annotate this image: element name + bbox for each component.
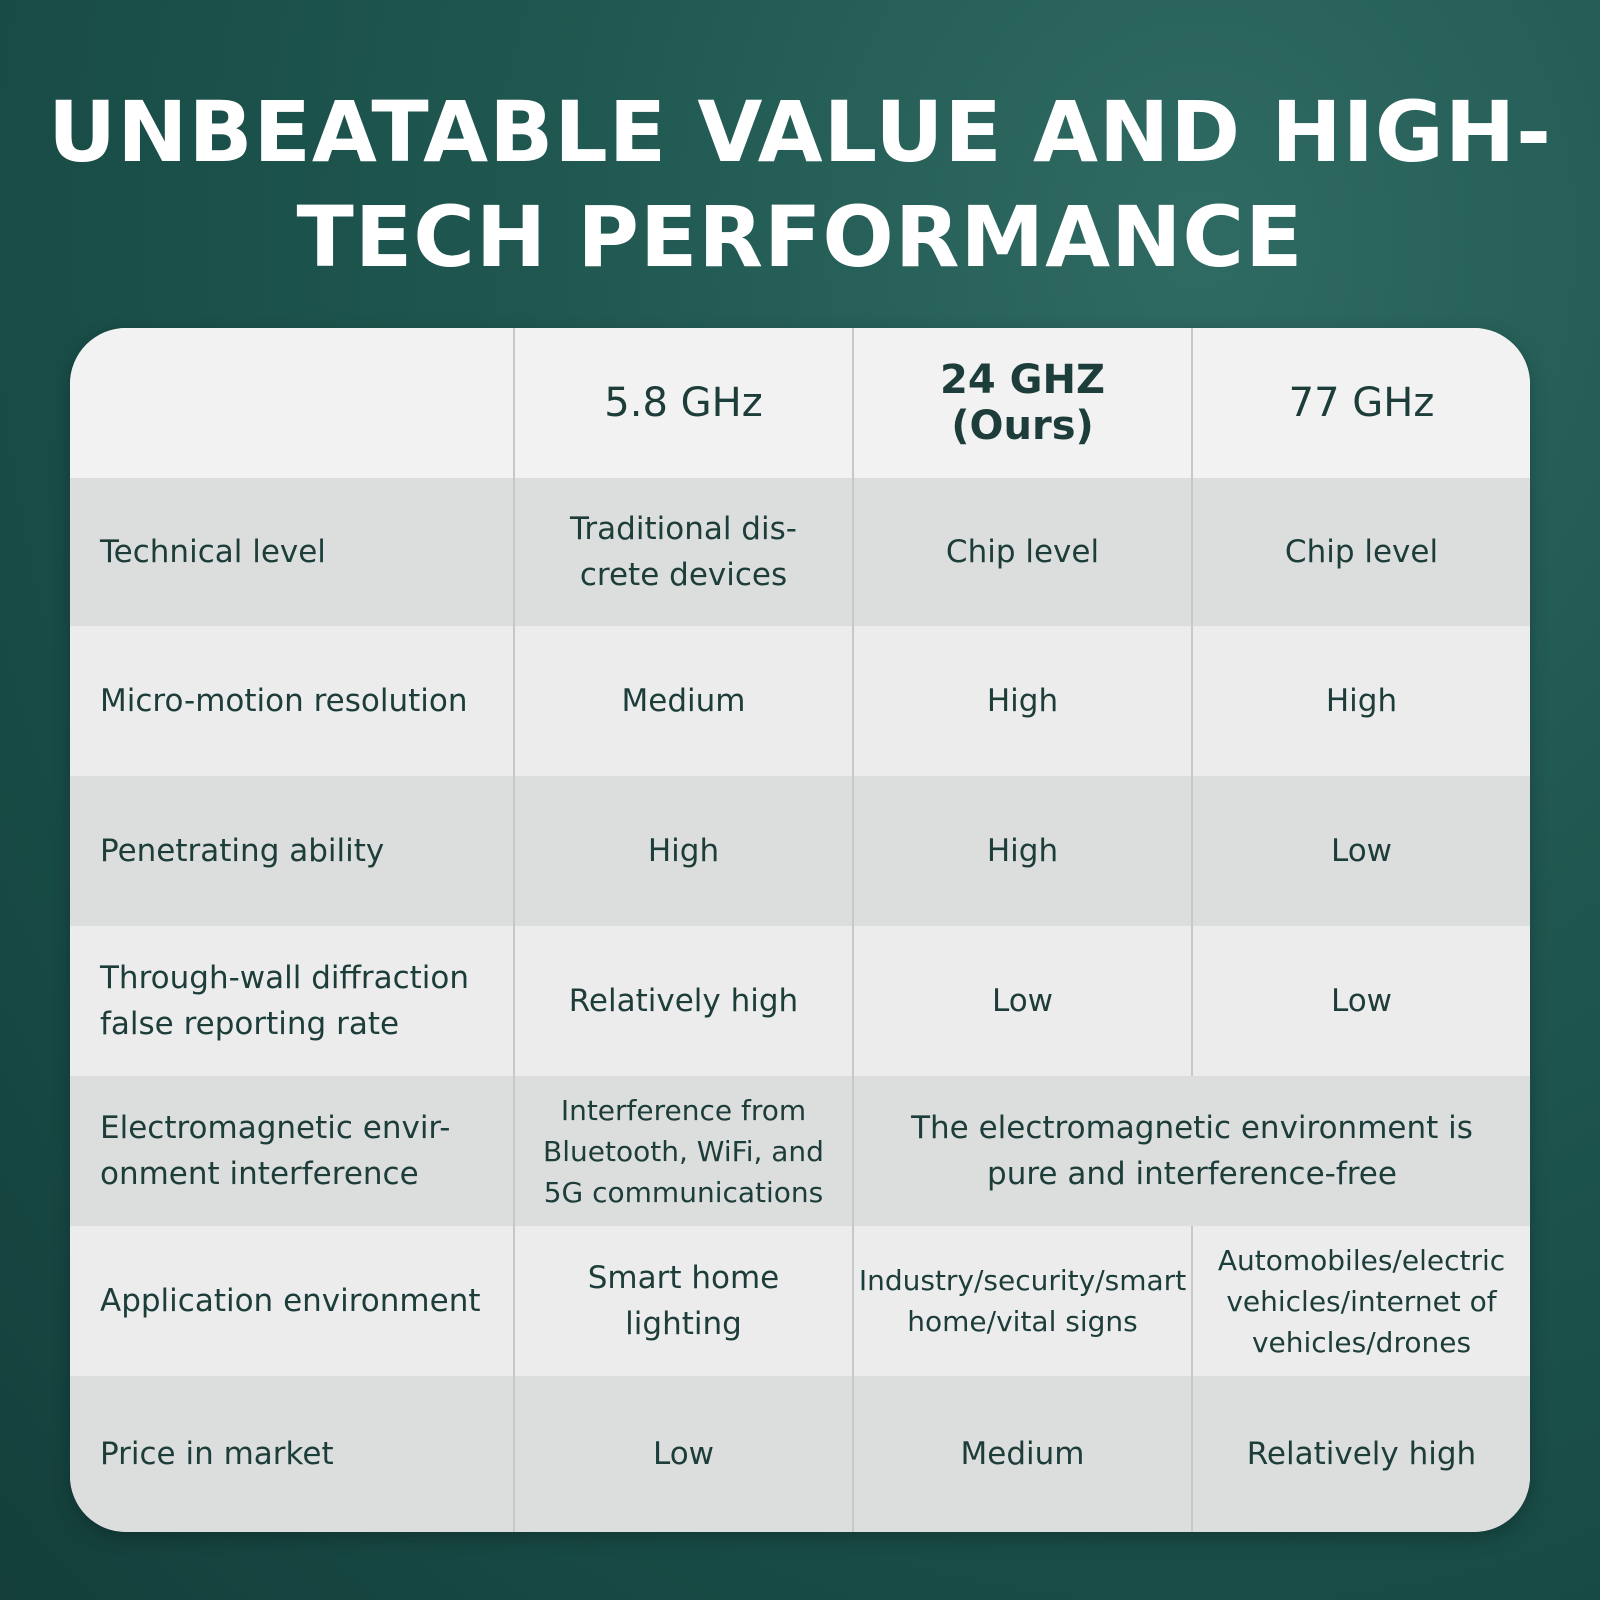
cell-24ghz: High (854, 626, 1193, 776)
table-header-row: 5.8 GHz 24 GHZ (Ours) 77 GHz (70, 328, 1530, 478)
cell-24ghz-77ghz-merged: The electromagnetic environment is pure … (911, 1110, 1473, 1192)
table-row-electromagnetic-interference: Electromagnetic envir-onment interferenc… (70, 1076, 1530, 1226)
cell-24ghz: High (854, 776, 1193, 926)
cell-77ghz: Low (1330, 833, 1393, 869)
cell-77ghz: High (1325, 683, 1398, 719)
row-label: Technical level (70, 478, 515, 626)
column-header-5-8ghz: 5.8 GHz (515, 328, 854, 478)
cell-5-8ghz: Traditional dis-crete devices (515, 478, 854, 626)
table-row-micro-motion-resolution: Micro-motion resolution Medium High High (70, 626, 1530, 776)
cell-5-8ghz: High (515, 776, 854, 926)
cell-77ghz: Relatively high (1246, 1436, 1477, 1472)
row-label: Electromagnetic envir-onment interferenc… (70, 1076, 515, 1226)
cell-77ghz: Automobiles/electric vehicles/internet o… (1217, 1243, 1506, 1359)
row-label: Penetrating ability (70, 776, 515, 926)
cell-5-8ghz: Low (515, 1376, 854, 1532)
comparison-table: 5.8 GHz 24 GHZ (Ours) 77 GHz Technical l… (70, 328, 1530, 1532)
cell-24ghz: Industry/security/smart home/vital signs (854, 1226, 1193, 1376)
cell-5-8ghz: Relatively high (515, 926, 854, 1076)
cell-24ghz: Low (854, 926, 1193, 1076)
table-row-penetrating-ability: Penetrating ability High High Low (70, 776, 1530, 926)
cell-5-8ghz: Interference from Bluetooth, WiFi, and 5… (515, 1076, 854, 1226)
row-label: Application environment (70, 1226, 515, 1376)
table-row-technical-level: Technical level Traditional dis-crete de… (70, 478, 1530, 626)
column-header-24ghz-ours: 24 GHZ (Ours) (854, 328, 1193, 478)
cell-5-8ghz: Smart home lighting (515, 1226, 854, 1376)
column-header-77ghz: 77 GHz (1288, 380, 1435, 426)
table-row-through-wall-diffraction: Through-wall diffraction false reporting… (70, 926, 1530, 1076)
table-row-application-environment: Application environment Smart home light… (70, 1226, 1530, 1376)
row-label: Price in market (70, 1376, 515, 1532)
table-row-price-in-market: Price in market Low Medium Relatively hi… (70, 1376, 1530, 1532)
cell-5-8ghz: Medium (515, 626, 854, 776)
cell-24ghz: Chip level (854, 478, 1193, 626)
page-title: UNBEATABLE VALUE AND HIGH-TECH PERFORMAN… (48, 83, 1552, 286)
header-empty-cell (70, 328, 515, 478)
cell-77ghz: Chip level (1284, 534, 1439, 570)
cell-24ghz: Medium (854, 1376, 1193, 1532)
row-label: Through-wall diffraction false reporting… (70, 926, 515, 1076)
row-label: Micro-motion resolution (70, 626, 515, 776)
cell-77ghz: Low (1330, 983, 1393, 1019)
